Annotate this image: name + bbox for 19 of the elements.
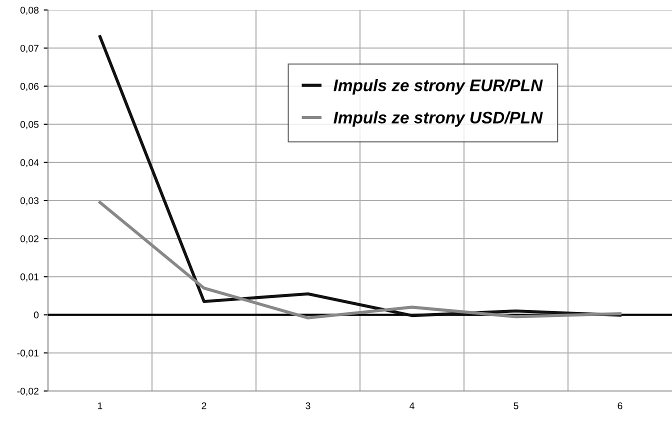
y-tick-label: 0 [34,312,39,318]
y-tick-label: 0,08 [20,6,39,15]
y-tick-label: 0,01 [20,273,38,282]
y-tick-label: -0,02 [17,388,38,396]
x-tick-label: 1 [98,402,102,410]
y-tick-label: 0,02 [20,235,38,244]
legend-label: Impuls ze strony USD/PLN [334,111,543,127]
legend-label: Impuls ze strony EUR/PLN [334,79,543,95]
x-tick-label: 5 [514,402,518,410]
x-tick-label: 6 [618,402,622,410]
y-tick-label: 0,04 [20,159,39,168]
x-tick-label: 3 [306,402,310,410]
y-tick-label: 0,03 [20,197,39,206]
y-tick-label: 0,05 [20,121,39,130]
x-tick-label: 2 [202,402,206,410]
x-tick-label: 4 [410,402,414,410]
y-tick-label: 0,06 [20,82,39,91]
y-tick-label: -0,01 [17,350,38,358]
y-tick-label: 0,07 [20,44,38,53]
